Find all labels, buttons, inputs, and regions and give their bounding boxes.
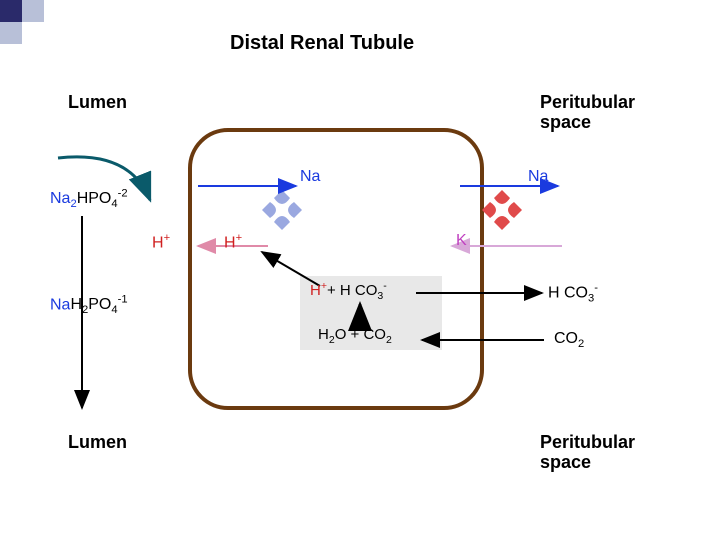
chem-k: K [456, 232, 467, 250]
page-title: Distal Renal Tubule [230, 32, 414, 55]
label-peri-bot-1: Peritubular [540, 432, 635, 453]
chem-h-out: H+ [152, 232, 170, 252]
chem-nah2po4: NaH2PO4-1 [50, 294, 128, 317]
corner-sq-2 [22, 0, 44, 22]
label-peri-top-1: Peritubular [540, 92, 635, 113]
transporter-right-icon [476, 184, 528, 236]
label-peri-top-2: space [540, 112, 591, 133]
chem-rx-top: H++ H CO3- [310, 280, 387, 302]
corner-sq-3 [0, 22, 22, 44]
corner-sq-1 [0, 0, 22, 22]
chem-na-right: Na [528, 168, 548, 186]
chem-na2hpo4: Na2HPO4-2 [50, 188, 128, 211]
chem-h-in: H+ [224, 232, 242, 252]
transporter-left-icon [256, 184, 308, 236]
chem-hco3-r: H CO3- [548, 282, 598, 305]
label-peri-bot-2: space [540, 452, 591, 473]
cell-membrane [188, 128, 484, 410]
chem-rx-bot: H2O + CO2 [318, 326, 392, 346]
chem-na-left: Na [300, 168, 320, 186]
label-lumen-bot: Lumen [68, 432, 127, 453]
chem-co2-r: CO2 [554, 330, 584, 350]
label-lumen-top: Lumen [68, 92, 127, 113]
